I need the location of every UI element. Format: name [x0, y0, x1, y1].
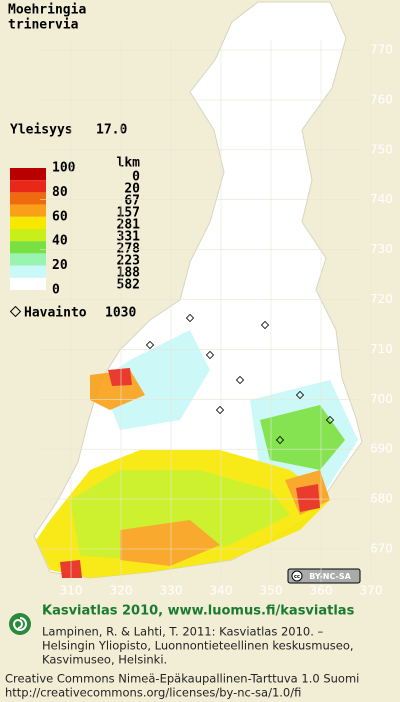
license-badge: cc BY-NC-SA [287, 568, 361, 584]
y-coordinate-label: 770 [370, 43, 393, 57]
logo [9, 613, 31, 635]
license-line: Creative Commons Nimeä-Epäkaupallinen-Ta… [5, 672, 359, 686]
observation-marker [275, 435, 285, 445]
x-coordinate-label: 310 [60, 584, 83, 598]
citation-line: Kasvimuseo, Helsinki. [42, 653, 167, 667]
y-coordinate-label: 720 [370, 292, 393, 306]
legend-scale-label: 80 [52, 185, 68, 200]
y-coordinate-label: 740 [370, 192, 393, 206]
license-badge-text: BY-NC-SA [309, 572, 351, 581]
x-coordinate-label: 320 [110, 584, 133, 598]
observation-marker [295, 390, 305, 400]
y-coordinate-label: 760 [370, 92, 393, 106]
legend-swatch [10, 216, 46, 229]
x-coordinate-label: 360 [310, 584, 333, 598]
legend-count: 582 [117, 278, 140, 293]
citation-line: Helsingin Yliopisto, Luonnontieteellinen… [42, 639, 354, 653]
legend-scale-label: 40 [52, 234, 68, 249]
legend-swatch [10, 277, 46, 290]
frequency-value: 17.0 [96, 123, 127, 138]
legend-scale-label: 0 [52, 283, 60, 298]
observation-marker [215, 405, 225, 415]
svg-text:cc: cc [294, 574, 300, 580]
legend-scale-label: 100 [52, 161, 76, 176]
observation-marker [325, 415, 335, 425]
legend-swatch [10, 204, 46, 217]
observation-marker [205, 350, 215, 360]
legend-swatch [10, 180, 46, 193]
title-line: Moehringia [8, 3, 86, 18]
legend-swatch [10, 192, 46, 205]
count-header: lkm [117, 156, 141, 171]
legend-count: 281 [117, 218, 141, 233]
legend-count: 188 [117, 266, 141, 281]
y-coordinate-label: 710 [370, 342, 393, 356]
legend-count: 67 [124, 194, 140, 209]
x-coordinate-label: 370 [360, 584, 383, 598]
legend-swatch [10, 253, 46, 266]
footer-heading: Kasviatlas 2010, www.luomus.fi/kasviatla… [42, 604, 355, 619]
legend-scale-label: 20 [52, 258, 68, 273]
observation-marker [235, 375, 245, 385]
y-coordinate-label: 680 [370, 492, 393, 506]
observation-marker [185, 313, 195, 323]
title-line: trinervia [8, 18, 79, 33]
y-coordinate-label: 700 [370, 392, 393, 406]
frequency-label: Yleisyys [10, 123, 73, 138]
x-coordinate-label: 330 [160, 584, 183, 598]
occurrence-patches [36, 330, 358, 578]
observation-marker [145, 340, 155, 350]
legend-count: 157 [117, 206, 140, 221]
observation-label: Havainto [24, 306, 87, 321]
legend-count: 0 [132, 170, 140, 185]
legend-swatch [10, 265, 46, 278]
observation-marker [260, 320, 270, 330]
observation-marker [9, 305, 22, 318]
legend-count: 331 [117, 230, 141, 245]
legend-swatch [10, 241, 46, 254]
y-coordinate-label: 750 [370, 142, 393, 156]
legend-scale-label: 60 [52, 209, 68, 224]
license-line: http://creativecommons.org/licenses/by-n… [5, 686, 301, 700]
citation-line: Lampinen, R. & Lahti, T. 2011: Kasviatla… [42, 625, 324, 639]
y-coordinate-label: 730 [370, 242, 393, 256]
legend-swatch [10, 229, 46, 242]
legend-count: 278 [117, 242, 141, 257]
legend-count: 223 [117, 254, 140, 269]
legend-count: 20 [124, 182, 140, 197]
legend-swatch [10, 168, 46, 181]
y-coordinate-label: 670 [370, 542, 393, 556]
x-coordinate-label: 340 [210, 584, 233, 598]
x-coordinate-label: 350 [260, 584, 283, 598]
y-coordinate-label: 690 [370, 442, 393, 456]
